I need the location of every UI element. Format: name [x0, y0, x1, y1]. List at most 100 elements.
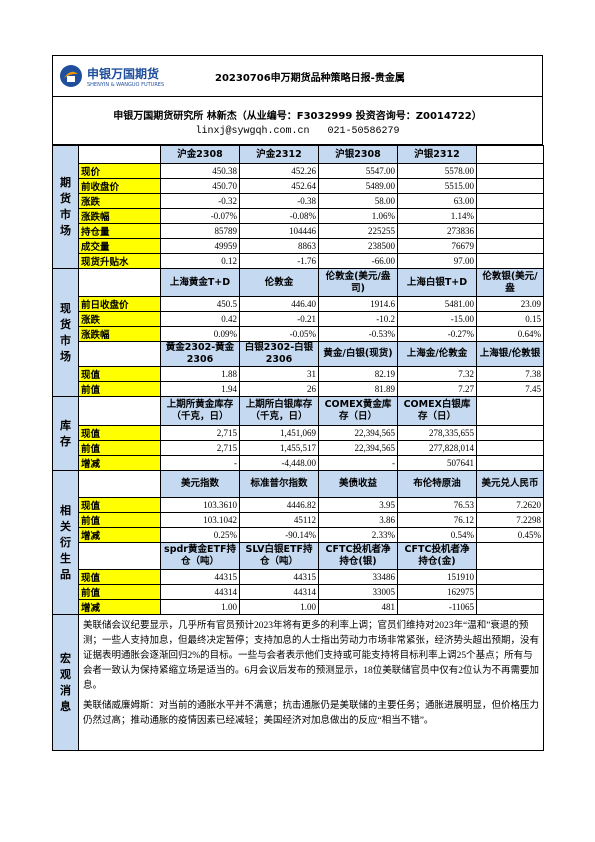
- logo-name: 申银万国期货: [87, 66, 160, 81]
- value-cell: 151910: [397, 569, 477, 585]
- blank-cell: [78, 268, 161, 297]
- row-label: 现值: [78, 497, 161, 513]
- data-row: 涨跌 -0.32 -0.38 58.00 63.00: [53, 193, 544, 209]
- value-cell: 0.45%: [476, 527, 544, 543]
- blank-cell: [78, 396, 161, 426]
- value-cell: 2,715: [160, 440, 240, 456]
- row-label: 涨跌: [78, 311, 161, 327]
- row-label: 前日收盘价: [78, 296, 161, 312]
- header-row: 现货市场 上海黄金T+D 伦敦金 伦敦金(美元/盎司) 上海白银T+D 伦敦银(美元/盎: [52, 268, 544, 397]
- column-header: 伦敦金(美元/盎司): [318, 268, 398, 297]
- contact: linxj@sywgqh.com.cn 021-50586279: [53, 124, 542, 139]
- value-cell: 63.00: [397, 193, 477, 209]
- value-cell: 2.33%: [318, 527, 398, 543]
- column-header: 美元指数: [160, 470, 240, 498]
- value-cell: 33005: [318, 584, 398, 600]
- blank-cell: [78, 542, 161, 570]
- row-label: 涨跌幅: [78, 208, 161, 224]
- value-cell: 446.40: [239, 296, 319, 312]
- title: 20230706申万期货品种策略日报-贵金属: [215, 72, 405, 84]
- macro-text: 美联储会议纪要显示，几乎所有官员预计2023年将有更多的利率上调；官员们维持对2…: [78, 614, 544, 751]
- value-cell: -66.00: [318, 253, 398, 269]
- header-row: 黄金2302-黄金2306 白银2302-白银2306 黄金/白银(现货) 上海金/伦…: [53, 341, 544, 367]
- value-cell: 2,715: [160, 425, 240, 441]
- blank-cell: [78, 341, 161, 367]
- blank-cell: [476, 425, 544, 441]
- author-block: 申银万国期货研究所 林新杰（从业编号：F3032999 投资咨询号：Z00147…: [52, 97, 543, 145]
- value-cell: 45112: [239, 512, 319, 528]
- value-cell: 76.53: [397, 497, 477, 513]
- value-cell: 238500: [318, 238, 398, 254]
- row-label: 前值: [78, 584, 161, 600]
- row-label: 持仓量: [78, 223, 161, 239]
- value-cell: 0.25%: [160, 527, 240, 543]
- data-row: 增减 1.00 1.00 481 -11065: [53, 599, 544, 615]
- data-row: 现值 1.88 31 82.19 7.32 7.38: [53, 366, 544, 382]
- value-cell: 4446.82: [239, 497, 319, 513]
- value-cell: -1.76: [239, 253, 319, 269]
- value-cell: 0.42: [160, 311, 240, 327]
- column-header: 沪金2312: [239, 145, 319, 164]
- value-cell: 44315: [160, 569, 240, 585]
- value-cell: 1,451,069: [239, 425, 319, 441]
- value-cell: 452.64: [239, 178, 319, 194]
- value-cell: 8863: [239, 238, 319, 254]
- section-label: 相关衍生品: [52, 470, 79, 615]
- value-cell: -0.21: [239, 311, 319, 327]
- value-cell: -0.07%: [160, 208, 240, 224]
- blank-cell: [476, 584, 544, 600]
- section-label: 库存: [52, 396, 79, 471]
- header-row: 期货市场 沪金2308 沪金2312 沪银2308 沪银2312: [52, 145, 544, 269]
- value-cell: -15.00: [397, 311, 477, 327]
- data-row: 现货升贴水 0.12 -1.76 -66.00 97.00: [53, 253, 544, 269]
- value-cell: 450.5: [160, 296, 240, 312]
- row-label: 增减: [78, 527, 161, 543]
- blank-cell: [476, 440, 544, 456]
- column-header: CFTC投机者净持仓(银): [318, 542, 398, 570]
- column-header: 沪金2308: [160, 145, 240, 164]
- data-table: 期货市场 沪金2308 沪金2312 沪银2308 沪银2312 现价 450.38 452.…: [52, 145, 544, 751]
- value-cell: 1.94: [160, 381, 240, 397]
- header-row: spdr黄金ETF持仓（吨） SLV白银ETF持仓（吨） CFTC投机者净持仓(银)…: [53, 542, 544, 570]
- value-cell: 278,335,655: [397, 425, 477, 441]
- blank-cell: [476, 253, 544, 269]
- value-cell: -0.38: [239, 193, 319, 209]
- blank-cell: [476, 542, 544, 570]
- row-label: 成交量: [78, 238, 161, 254]
- data-row: 前收盘价 450.70 452.64 5489.00 5515.00: [53, 178, 544, 194]
- value-cell: 7.45: [476, 381, 544, 397]
- data-row: 持仓量 85789 104446 225255 273836: [53, 223, 544, 239]
- value-cell: 0.54%: [397, 527, 477, 543]
- value-cell: 1.06%: [318, 208, 398, 224]
- blank-cell: [476, 163, 544, 179]
- value-cell: 3.95: [318, 497, 398, 513]
- value-cell: 1.14%: [397, 208, 477, 224]
- column-header: 布伦特原油: [397, 470, 477, 498]
- value-cell: 507641: [397, 455, 477, 471]
- column-header: 黄金2302-黄金2306: [160, 341, 240, 367]
- value-cell: 31: [239, 366, 319, 382]
- macro-row: 宏观消息 美联储会议纪要显示，几乎所有官员预计2023年将有更多的利率上调；官员们…: [52, 614, 544, 751]
- data-row: 现价 450.38 452.26 5547.00 5578.00: [53, 163, 544, 179]
- value-cell: 103.1042: [160, 512, 240, 528]
- value-cell: 1.00: [239, 599, 319, 615]
- value-cell: 162975: [397, 584, 477, 600]
- value-cell: -11065: [397, 599, 477, 615]
- blank-cell: [476, 145, 544, 164]
- value-cell: 104446: [239, 223, 319, 239]
- row-label: 现货升贴水: [78, 253, 161, 269]
- value-cell: 450.38: [160, 163, 240, 179]
- logo-icon: [60, 65, 82, 87]
- blank-cell: [476, 455, 544, 471]
- blank-cell: [476, 178, 544, 194]
- value-cell: 33486: [318, 569, 398, 585]
- value-cell: 5489.00: [318, 178, 398, 194]
- value-cell: 277,828,014: [397, 440, 477, 456]
- column-header: 黄金/白银(现货): [318, 341, 398, 367]
- value-cell: 0.12: [160, 253, 240, 269]
- value-cell: 0.09%: [160, 326, 240, 342]
- logo-subtitle: SHENYIN & WANGUO FUTURES: [87, 81, 165, 88]
- value-cell: 82.19: [318, 366, 398, 382]
- value-cell: 44315: [239, 569, 319, 585]
